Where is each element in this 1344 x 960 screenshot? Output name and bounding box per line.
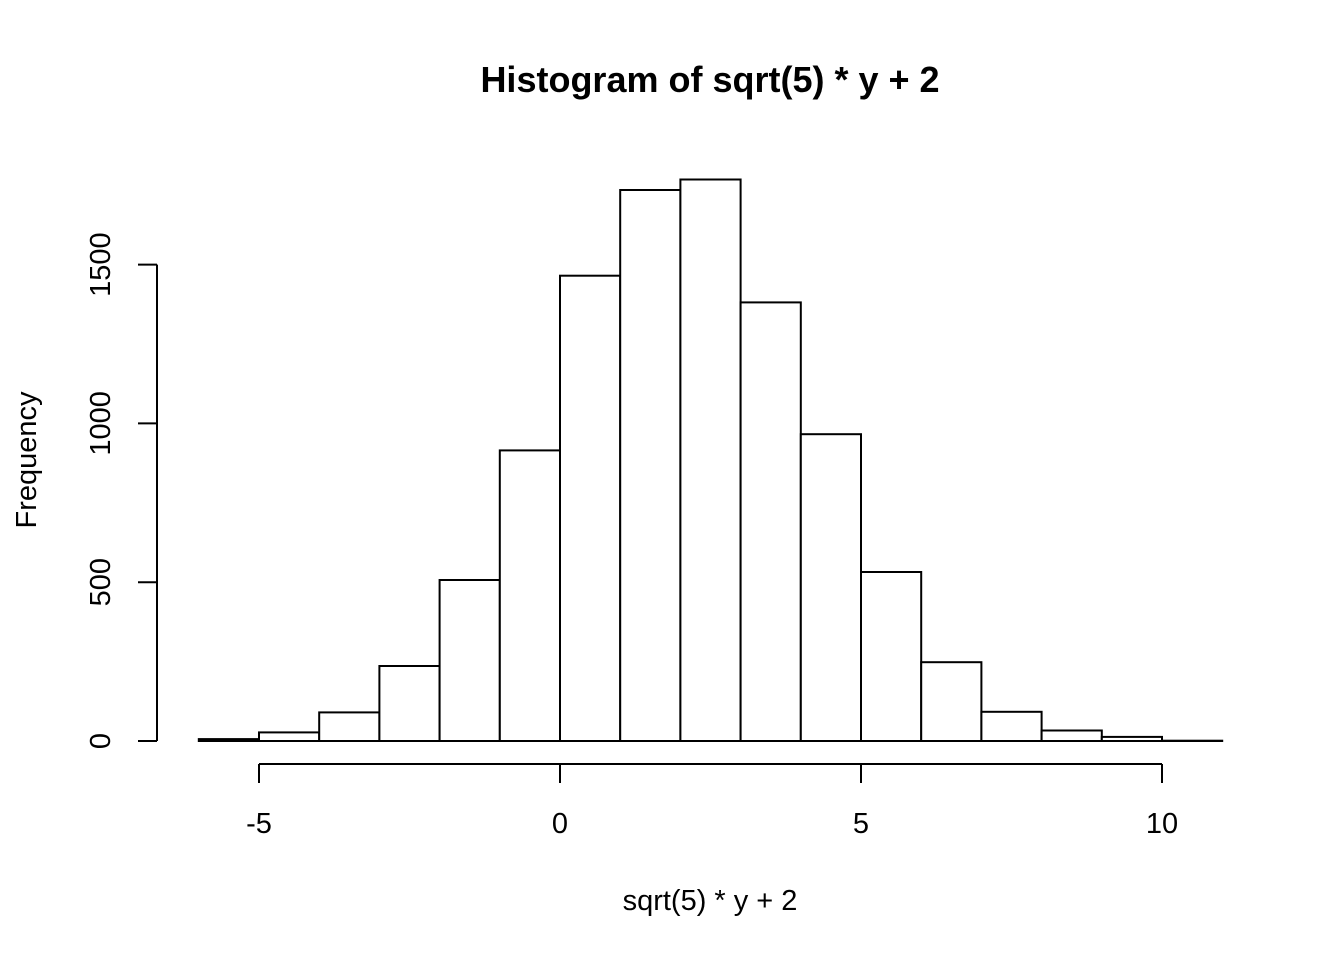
y-tick-label: 500 — [85, 558, 117, 606]
y-axis: 0 500 1000 1500 — [85, 232, 158, 749]
y-tick-label: 1500 — [85, 232, 117, 297]
histogram-bar — [619, 189, 682, 742]
x-axis-label: sqrt(5) * y + 2 — [623, 885, 798, 917]
histogram-bar — [1100, 735, 1164, 743]
histogram-bar — [258, 731, 321, 743]
histogram-bar — [318, 711, 381, 743]
histogram-bar — [920, 661, 983, 743]
histogram-bar — [739, 301, 802, 742]
x-tick-label: -5 — [246, 808, 272, 840]
histogram-bar — [438, 579, 501, 742]
x-tick-label: 0 — [552, 808, 568, 840]
bars-group — [197, 178, 1224, 743]
y-tick-label: 0 — [85, 733, 117, 749]
y-axis-label: Frequency — [11, 391, 43, 529]
x-tick-label: 10 — [1146, 808, 1178, 840]
y-tick-label: 1000 — [85, 391, 117, 456]
histogram-bar — [799, 433, 862, 742]
histogram-bar — [679, 178, 742, 742]
chart-title: Histogram of sqrt(5) * y + 2 — [480, 59, 939, 100]
histogram-bar — [559, 274, 622, 742]
x-tick-label: 5 — [853, 808, 869, 840]
histogram-bar — [197, 738, 261, 742]
histogram-bar — [980, 710, 1043, 742]
histogram-bar — [1040, 729, 1103, 742]
histogram-bar — [498, 449, 561, 742]
histogram-bar — [378, 665, 441, 742]
x-axis: -5 0 5 10 — [246, 763, 1178, 840]
histogram-bar — [860, 571, 923, 742]
